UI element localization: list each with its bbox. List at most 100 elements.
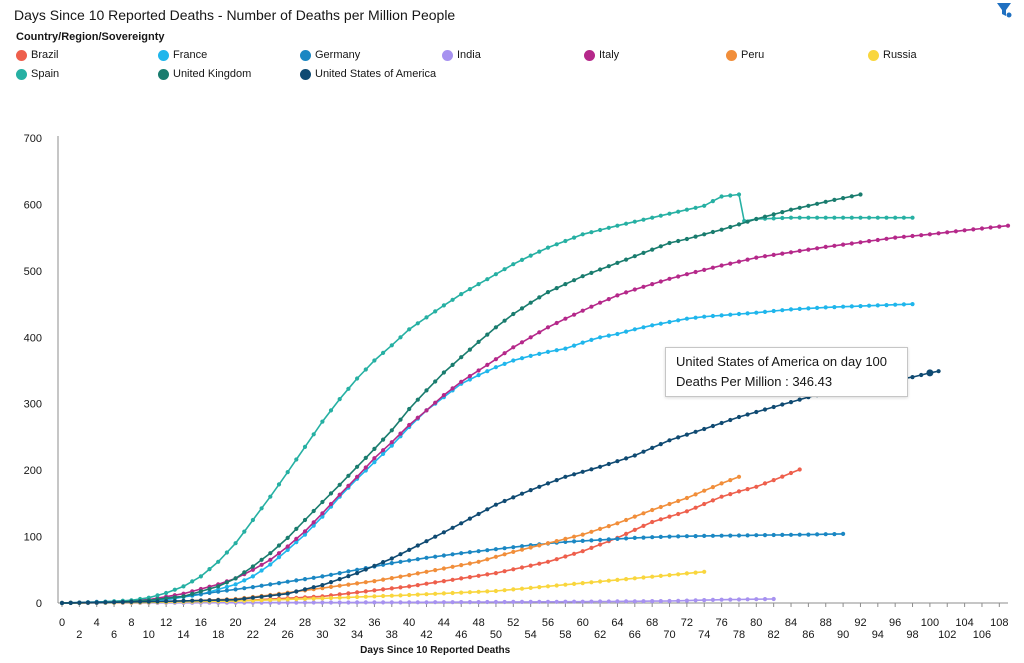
- data-point-france[interactable]: [302, 532, 308, 537]
- data-point-united-states-of-america[interactable]: [363, 567, 368, 572]
- data-point-india[interactable]: [294, 600, 299, 605]
- data-point-united-states-of-america[interactable]: [68, 600, 73, 606]
- data-point-france[interactable]: [259, 568, 264, 573]
- data-point-spain[interactable]: [572, 235, 577, 240]
- data-point-brazil[interactable]: [736, 489, 742, 494]
- data-point-russia[interactable]: [268, 597, 273, 603]
- data-point-russia[interactable]: [667, 573, 672, 578]
- data-point-italy[interactable]: [545, 325, 551, 330]
- data-point-france[interactable]: [580, 340, 585, 345]
- data-point-united-kingdom[interactable]: [190, 591, 195, 597]
- data-point-spain[interactable]: [476, 282, 481, 287]
- data-point-united-kingdom[interactable]: [242, 570, 247, 575]
- data-point-brazil[interactable]: [511, 567, 516, 572]
- data-point-russia[interactable]: [398, 593, 403, 598]
- data-point-italy[interactable]: [719, 263, 724, 268]
- data-point-united-kingdom[interactable]: [441, 370, 446, 375]
- data-point-italy[interactable]: [563, 316, 568, 321]
- hover-point[interactable]: [926, 369, 934, 377]
- data-point-spain[interactable]: [806, 215, 811, 220]
- data-point-united-kingdom[interactable]: [450, 362, 455, 367]
- data-point-peru[interactable]: [606, 524, 611, 529]
- data-point-united-kingdom[interactable]: [311, 508, 316, 514]
- data-point-russia[interactable]: [684, 571, 690, 576]
- data-point-italy[interactable]: [693, 269, 698, 275]
- data-point-spain[interactable]: [233, 541, 238, 546]
- data-point-spain[interactable]: [467, 287, 472, 292]
- data-point-spain[interactable]: [216, 559, 221, 564]
- data-point-russia[interactable]: [537, 585, 542, 590]
- data-point-united-states-of-america[interactable]: [389, 556, 394, 561]
- data-point-germany[interactable]: [710, 533, 716, 538]
- data-point-united-states-of-america[interactable]: [459, 521, 464, 526]
- data-point-spain[interactable]: [224, 550, 229, 555]
- data-point-united-kingdom[interactable]: [224, 580, 229, 585]
- data-point-peru[interactable]: [667, 501, 672, 507]
- data-point-russia[interactable]: [606, 578, 611, 583]
- data-point-germany[interactable]: [736, 533, 742, 538]
- data-point-peru[interactable]: [537, 543, 542, 548]
- data-point-india[interactable]: [276, 600, 282, 605]
- data-point-india[interactable]: [381, 600, 386, 605]
- data-point-italy[interactable]: [762, 254, 768, 259]
- data-point-india[interactable]: [606, 599, 611, 604]
- data-point-peru[interactable]: [459, 563, 464, 568]
- data-point-france[interactable]: [598, 335, 603, 340]
- data-point-germany[interactable]: [268, 582, 273, 587]
- data-point-brazil[interactable]: [363, 589, 368, 594]
- data-point-italy[interactable]: [363, 465, 368, 470]
- data-point-united-states-of-america[interactable]: [190, 598, 195, 603]
- data-point-germany[interactable]: [441, 553, 446, 558]
- data-point-france[interactable]: [702, 314, 707, 319]
- legend-item-italy[interactable]: Italy: [584, 47, 619, 63]
- data-point-united-states-of-america[interactable]: [164, 599, 169, 604]
- data-point-spain[interactable]: [424, 315, 429, 320]
- data-point-united-kingdom[interactable]: [780, 210, 785, 215]
- data-point-brazil[interactable]: [710, 498, 716, 503]
- data-point-brazil[interactable]: [641, 523, 646, 529]
- data-point-germany[interactable]: [658, 534, 663, 540]
- data-point-france[interactable]: [519, 356, 525, 361]
- data-point-united-states-of-america[interactable]: [138, 599, 143, 604]
- data-point-india[interactable]: [302, 600, 308, 605]
- data-point-united-states-of-america[interactable]: [554, 478, 559, 483]
- data-point-united-states-of-america[interactable]: [667, 438, 672, 443]
- data-point-united-kingdom[interactable]: [233, 576, 238, 581]
- data-point-united-kingdom[interactable]: [615, 260, 620, 265]
- data-point-spain[interactable]: [797, 215, 802, 220]
- data-point-germany[interactable]: [667, 534, 672, 539]
- data-point-russia[interactable]: [276, 597, 282, 602]
- data-point-brazil[interactable]: [459, 576, 464, 581]
- legend-item-united-kingdom[interactable]: United Kingdom: [158, 66, 251, 82]
- data-point-united-states-of-america[interactable]: [641, 449, 646, 454]
- data-point-spain[interactable]: [268, 494, 273, 499]
- data-point-united-kingdom[interactable]: [528, 300, 533, 305]
- data-point-russia[interactable]: [676, 572, 681, 577]
- data-point-united-kingdom[interactable]: [797, 205, 802, 210]
- data-point-brazil[interactable]: [771, 478, 776, 483]
- data-point-spain[interactable]: [294, 457, 299, 462]
- data-point-italy[interactable]: [858, 240, 863, 245]
- data-point-italy[interactable]: [294, 536, 299, 542]
- data-point-united-states-of-america[interactable]: [242, 596, 247, 601]
- data-point-india[interactable]: [528, 599, 533, 605]
- data-point-brazil[interactable]: [433, 580, 438, 585]
- data-point-italy[interactable]: [841, 242, 846, 247]
- data-point-united-states-of-america[interactable]: [598, 464, 603, 469]
- data-point-india[interactable]: [311, 600, 316, 605]
- data-point-russia[interactable]: [285, 597, 290, 602]
- data-point-india[interactable]: [433, 600, 438, 605]
- data-point-brazil[interactable]: [572, 551, 577, 556]
- data-point-united-kingdom[interactable]: [459, 355, 464, 360]
- data-point-italy[interactable]: [268, 557, 273, 562]
- data-point-united-states-of-america[interactable]: [537, 484, 542, 489]
- legend-item-peru[interactable]: Peru: [726, 47, 764, 63]
- data-point-russia[interactable]: [658, 573, 663, 579]
- data-point-italy[interactable]: [476, 368, 481, 373]
- data-point-russia[interactable]: [580, 581, 585, 586]
- data-point-united-states-of-america[interactable]: [919, 372, 924, 378]
- data-point-spain[interactable]: [867, 215, 872, 220]
- data-point-france[interactable]: [615, 331, 620, 337]
- data-point-united-kingdom[interactable]: [389, 428, 394, 433]
- data-point-italy[interactable]: [893, 235, 898, 240]
